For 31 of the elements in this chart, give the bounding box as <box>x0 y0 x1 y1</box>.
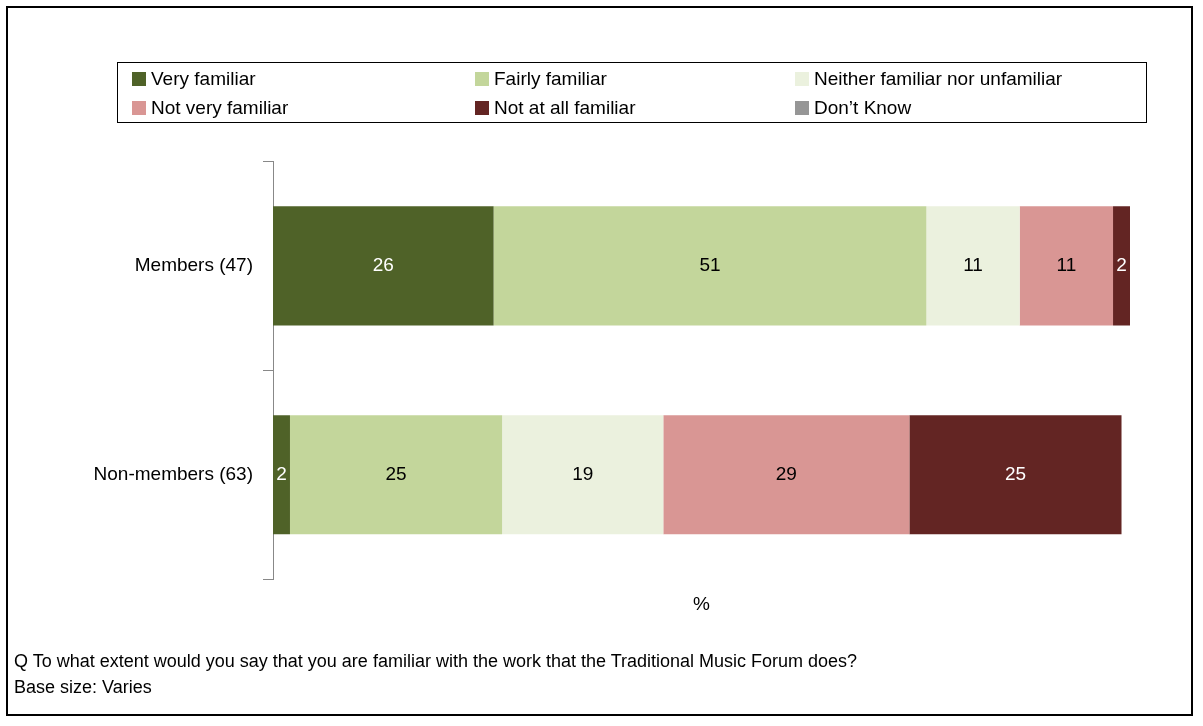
legend-label: Very familiar <box>151 67 256 92</box>
data-label: 11 <box>1056 254 1077 276</box>
y-tick-label: Members (47) <box>134 254 253 276</box>
x-axis-title: % <box>693 592 711 614</box>
data-label: 2 <box>276 462 287 484</box>
bar <box>273 206 494 326</box>
bar <box>663 415 910 535</box>
data-label: 26 <box>372 254 394 276</box>
bar <box>493 206 927 326</box>
data-label: 51 <box>699 254 721 276</box>
data-label: 19 <box>572 462 594 484</box>
text: Q To what extent would you say that you are familiar with the work that the Traditional Music Forum does? <box>14 650 858 673</box>
bar <box>289 415 503 535</box>
legend-label: Not at all familiar <box>494 95 636 120</box>
legend-label: Don’t Know <box>814 95 912 120</box>
data-label: 29 <box>775 462 797 484</box>
legend-label: Fairly familiar <box>494 67 607 92</box>
bar <box>909 415 1122 535</box>
bar <box>926 206 1020 326</box>
text: Base size: Varies <box>14 676 153 699</box>
legend-label: Neither familiar nor unfamiliar <box>814 67 1063 92</box>
data-label: 25 <box>1004 462 1027 484</box>
data-label: 11 <box>963 254 983 276</box>
data-label: 25 <box>385 462 407 484</box>
y-tick-label: Non-members (63) <box>93 462 253 484</box>
legend-label: Not very familiar <box>151 95 289 120</box>
bar <box>273 415 290 535</box>
bar <box>502 415 664 535</box>
bar <box>1019 206 1114 326</box>
bar <box>1113 206 1130 326</box>
data-label: 2 <box>1116 254 1127 276</box>
